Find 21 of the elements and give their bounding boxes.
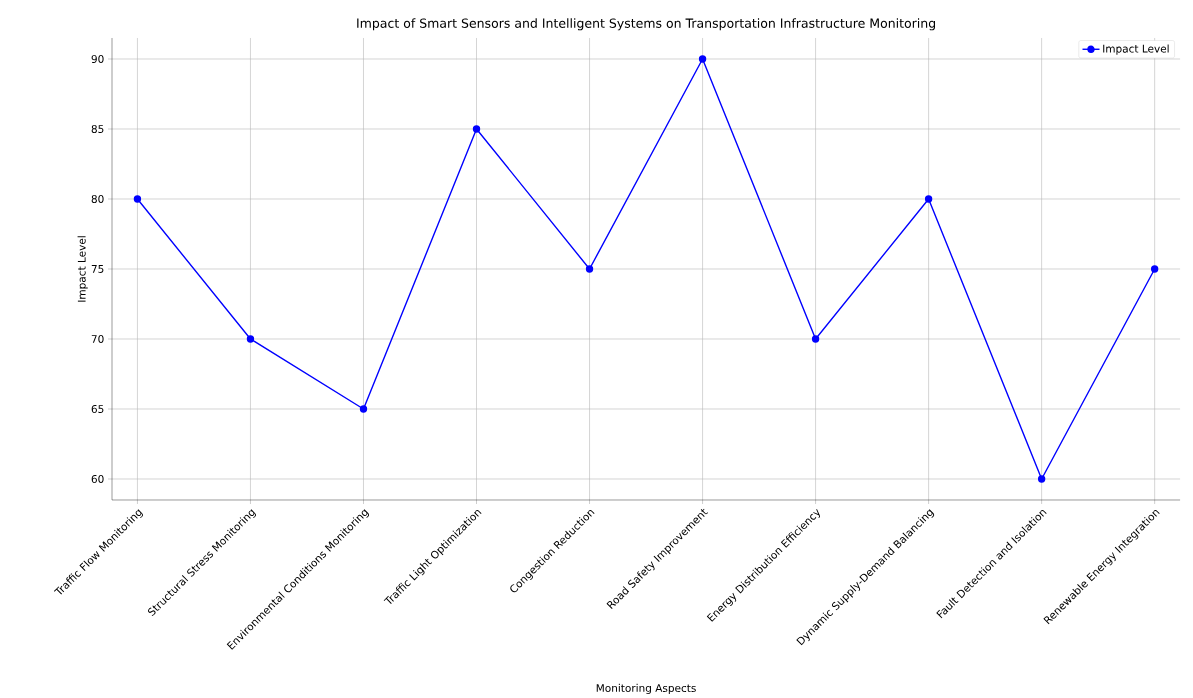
point (811, 335, 820, 343)
y-axis-title: Impact Level (77, 236, 88, 302)
y-tick-label: 70 (91, 335, 104, 344)
point (1150, 265, 1159, 273)
y-tick-label: 65 (91, 405, 104, 414)
y-tick-label: 60 (91, 475, 104, 484)
chart-title: Impact of Smart Sensors and Intelligent Systems on Transportation Infrastructure Monitoring (357, 18, 936, 31)
point (698, 55, 707, 63)
y-tick-label: 80 (91, 195, 104, 204)
point (246, 335, 255, 343)
legend-label: Impact Level (1103, 44, 1169, 55)
point (585, 265, 594, 273)
y-tick-label: 85 (91, 125, 104, 134)
point (924, 195, 933, 203)
point (472, 125, 481, 133)
y-tick-label: 90 (91, 55, 104, 64)
point (133, 195, 142, 203)
point (1037, 475, 1046, 483)
point (359, 405, 368, 413)
y-tick-label: 75 (91, 265, 104, 274)
x-axis-title: Monitoring Aspects (596, 684, 696, 695)
